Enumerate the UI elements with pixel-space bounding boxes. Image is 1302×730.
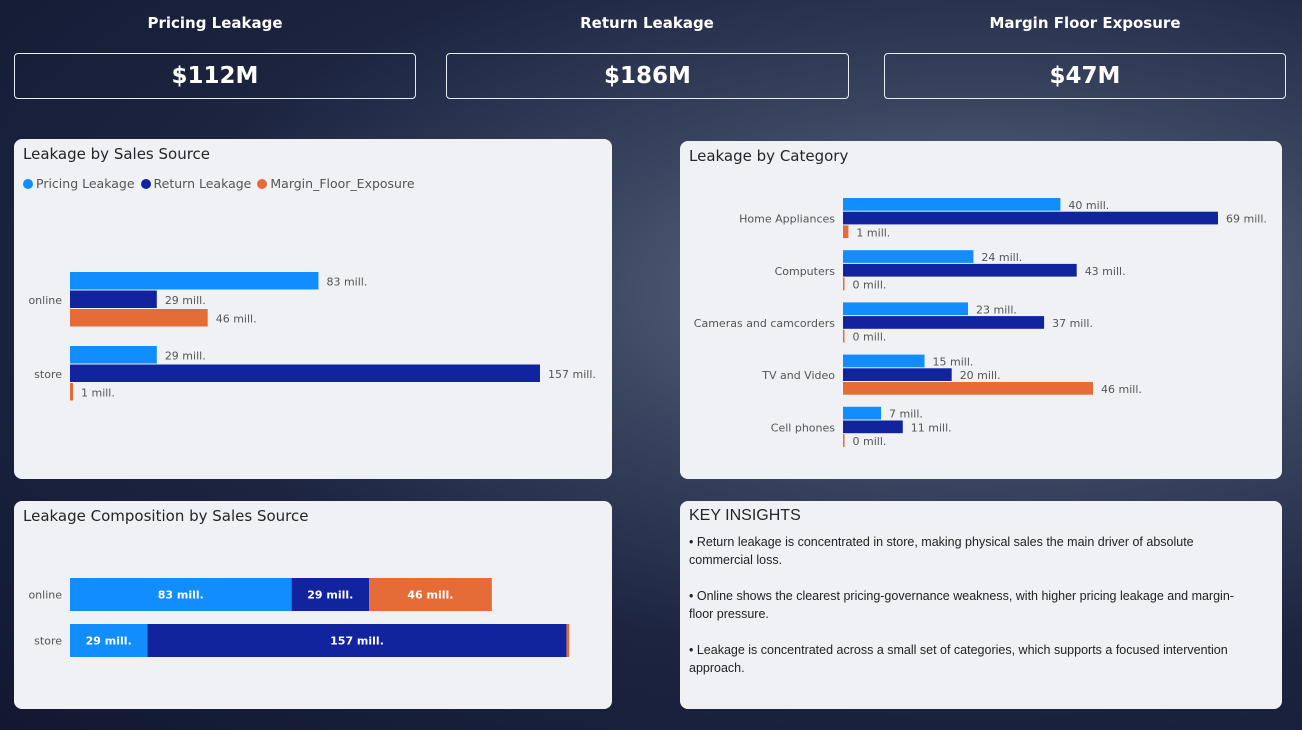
bar (843, 420, 903, 434)
data-label: 83 mill. (326, 275, 367, 288)
bar (70, 290, 157, 308)
bar (70, 364, 540, 382)
data-label: 23 mill. (976, 303, 1017, 316)
clustered-bar-chart: online 83 mill. 29 mill. 46 mill. store 29 mi… (28, 272, 596, 401)
data-label: 29 mill. (165, 294, 206, 307)
category-label: store (34, 368, 62, 381)
legend-label: Margin_Floor_Exposure (270, 176, 415, 191)
legend-label: Pricing Leakage (36, 176, 135, 191)
category-label: store (34, 635, 62, 648)
bar (843, 354, 925, 368)
data-label: 11 mill. (911, 421, 952, 434)
insights-list: • Return leakage is concentrated in stor… (689, 533, 1252, 695)
kpi-margin-title: Margin Floor Exposure (989, 14, 1181, 32)
data-label: 0 mill. (853, 435, 887, 448)
category-label: Cameras and camcorders (694, 317, 835, 330)
bar (70, 309, 208, 327)
data-label: 46 mill. (216, 312, 257, 325)
kpi-pricing-card: $112M (14, 53, 416, 99)
category-label: TV and Video (761, 369, 835, 382)
kpi-return-card: $186M (446, 53, 849, 99)
data-label: 43 mill. (1085, 265, 1126, 278)
clustered-bar-chart: Home Appliances 40 mill. 69 mill. 1 mill. Co… (694, 198, 1267, 448)
bar (843, 406, 882, 420)
legend-label: Return Leakage (153, 176, 252, 191)
legend-item-margin[interactable]: Margin_Floor_Exposure (257, 176, 415, 191)
legend-dot-icon (257, 179, 268, 189)
bar (843, 198, 1061, 211)
panel-title: Leakage Composition by Sales Source (23, 507, 309, 525)
legend-dot-icon (23, 179, 33, 189)
segment-label: 29 mill. (86, 635, 132, 648)
insight-item: • Leakage is concentrated across a small… (689, 643, 1228, 675)
bar (843, 277, 845, 291)
data-label: 15 mill. (933, 355, 974, 368)
insight-item: • Return leakage is concentrated in stor… (689, 535, 1194, 567)
insights-title: KEY INSIGHTS (689, 507, 801, 524)
legend-item-return[interactable]: Return Leakage (140, 176, 252, 191)
bar (843, 329, 845, 343)
leakage-by-category-panel: Leakage by Category Home Appliances 40 mi… (680, 141, 1282, 479)
bar (843, 434, 845, 447)
category-label: Computers (775, 265, 836, 278)
category-label: Home Appliances (739, 213, 835, 226)
bar (843, 211, 1218, 225)
category-label: online (28, 589, 62, 602)
data-label: 0 mill. (853, 278, 887, 291)
data-label: 37 mill. (1052, 317, 1093, 330)
bar (843, 316, 1045, 329)
segment-label: 157 mill. (330, 635, 384, 648)
kpi-return-title: Return Leakage (580, 14, 714, 32)
stacked-bar-segment (70, 624, 148, 657)
data-label: 40 mill. (1068, 199, 1109, 212)
data-label: 0 mill. (853, 331, 887, 344)
category-label: online (28, 294, 62, 307)
data-label: 29 mill. (165, 349, 206, 362)
bar (70, 383, 73, 401)
stacked-bar-segment (70, 578, 292, 611)
leakage-by-sales-source-panel: Leakage by Sales Source Pricing Leakage … (14, 139, 612, 479)
data-label: 69 mill. (1226, 213, 1267, 226)
insight-item: • Online shows the clearest pricing-gove… (689, 589, 1234, 621)
segment-label: 29 mill. (307, 589, 353, 602)
panel-title: Leakage by Sales Source (23, 145, 211, 163)
kpi-margin-card: $47M (884, 53, 1286, 99)
legend-item-pricing[interactable]: Pricing Leakage (23, 176, 135, 191)
legend-dot-icon (140, 179, 151, 189)
leakage-composition-panel: Leakage Composition by Sales Source onli… (14, 501, 612, 709)
chart-legend: Pricing Leakage Return Leakage Margin_Fl… (23, 176, 415, 191)
data-label: 157 mill. (548, 368, 596, 381)
segment-label: 46 mill. (407, 589, 453, 602)
stacked-bar-segment (291, 578, 370, 611)
segment-label: 83 mill. (158, 589, 204, 602)
data-label: 46 mill. (1101, 383, 1142, 396)
bar (843, 368, 952, 381)
panel-title: Leakage by Category (689, 147, 849, 165)
data-label: 24 mill. (981, 251, 1022, 264)
bar (70, 272, 319, 290)
bar (843, 302, 968, 316)
bar (843, 225, 849, 239)
data-label: 1 mill. (856, 226, 890, 239)
category-label: Cell phones (771, 421, 835, 434)
key-insights-panel: KEY INSIGHTS • Return leakage is concent… (680, 501, 1282, 709)
stacked-bar-segment (147, 624, 567, 657)
bar (843, 263, 1077, 277)
data-label: 20 mill. (960, 369, 1001, 382)
data-label: 7 mill. (889, 408, 923, 421)
stacked-bar-segment (566, 624, 570, 657)
bar (843, 250, 974, 263)
stacked-bar-segment (369, 578, 492, 611)
stacked-bar-chart: online 83 mill. 29 mill. 46 mill. store 29 mi… (28, 578, 570, 657)
kpi-pricing-title: Pricing Leakage (147, 14, 283, 32)
data-label: 1 mill. (81, 386, 115, 399)
bar (70, 346, 157, 364)
bar (843, 382, 1093, 395)
